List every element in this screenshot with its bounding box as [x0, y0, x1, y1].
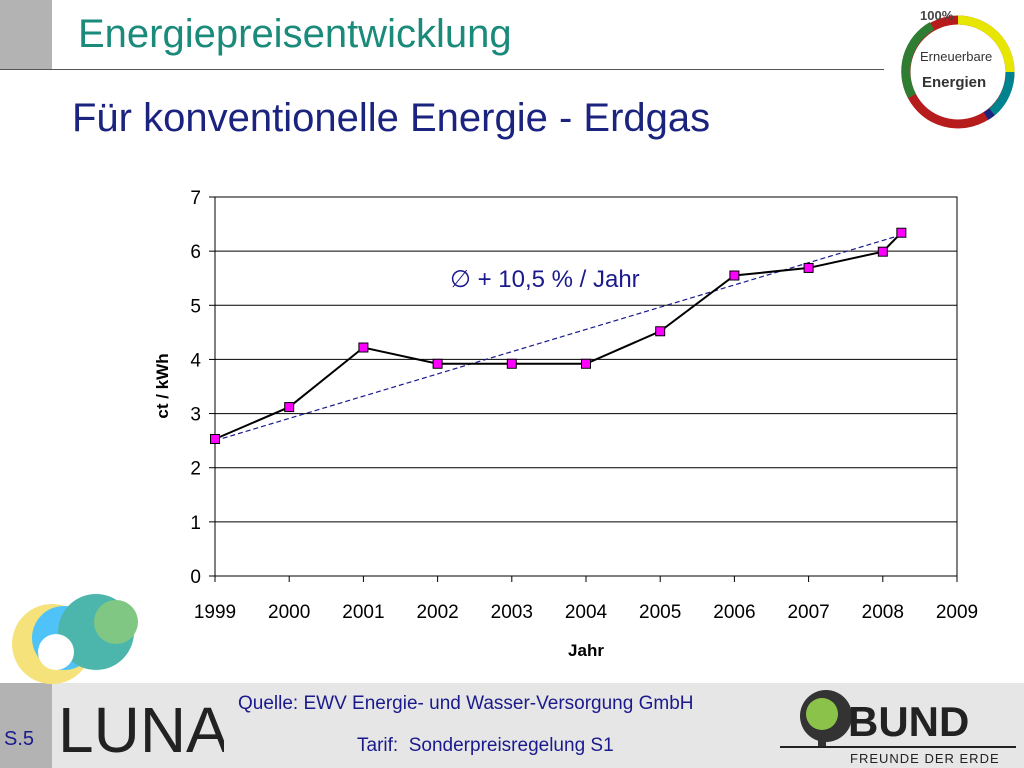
footer-band: [52, 683, 1024, 768]
page-number: S.5: [4, 728, 35, 750]
x-tick-label: 2002: [416, 602, 458, 623]
page-title: Energiepreisentwicklung: [78, 12, 512, 56]
data-point-2008.25: [896, 227, 907, 238]
growth-annotation: ∅ + 10,5 % / Jahr: [450, 266, 640, 293]
y-tick-label: 2: [190, 459, 201, 480]
data-point-2007: [803, 262, 814, 273]
data-point-2000: [284, 402, 295, 413]
ee-logo-percent: 100%: [920, 8, 954, 23]
luna-logo: LUNA: [12, 594, 224, 762]
bund-logo-text: BUND: [848, 698, 969, 745]
x-tick-label: 2005: [639, 602, 681, 623]
data-point-2005: [655, 326, 666, 337]
y-tick-label: 4: [190, 350, 201, 371]
y-tick-label: 1: [190, 513, 201, 534]
left-accent-bar-top: [0, 0, 52, 70]
x-tick-label: 2004: [565, 602, 608, 623]
bund-tagline: FREUNDE DER ERDE: [850, 751, 1000, 766]
y-tick-label: 7: [190, 188, 201, 209]
chart-axes: [214, 196, 958, 577]
data-point-2004: [581, 358, 591, 369]
source-note: Quelle: EWV Energie- und Wasser-Versorgu…: [238, 693, 694, 714]
x-tick-label: 2003: [491, 602, 533, 623]
x-tick-label: 2008: [862, 602, 904, 623]
left-accent-bar-bottom: [0, 683, 52, 768]
x-tick-label: 2000: [268, 602, 310, 623]
luna-logo-text: LUNA: [58, 694, 224, 762]
erneuerbare-energien-logo: 100% Erneuerbare Energien: [901, 8, 1015, 129]
data-point-1999: [210, 434, 220, 445]
series-polyline: [214, 232, 903, 440]
data-point-2001: [358, 342, 369, 353]
y-tick-label: 0: [190, 567, 201, 588]
ee-logo-line1: Erneuerbare: [920, 49, 992, 64]
x-tick-label: 2009: [936, 602, 978, 623]
y-axis-label: ct / kWh: [153, 353, 172, 418]
tariff-note: Tarif: Sonderpreisregelung S1: [357, 735, 614, 756]
data-point-2003: [506, 358, 517, 369]
plot-frame: [214, 196, 958, 577]
y-tick-label: 6: [190, 242, 201, 263]
x-tick-label: 1999: [194, 602, 236, 623]
x-tick-label: 2006: [713, 602, 755, 623]
x-axis-ticks: 1999 2000 2001 2002 2003 2004 2005 2006 2007 2008…: [194, 576, 978, 623]
data-point-2002: [432, 358, 443, 369]
series-markers: [210, 227, 907, 445]
y-tick-label: 5: [190, 296, 201, 317]
x-tick-label: 2007: [787, 602, 829, 623]
slide-subtitle: Für konventionelle Energie - Erdgas: [72, 96, 711, 140]
data-point-2008: [877, 246, 888, 257]
ee-logo-line2: Energien: [922, 74, 986, 91]
data-point-2006: [729, 270, 740, 281]
series-line: [214, 232, 903, 440]
x-tick-label: 2001: [342, 602, 384, 623]
y-tick-label: 3: [190, 405, 201, 426]
x-axis-label: Jahr: [568, 641, 604, 660]
y-axis-ticks: 0 1 2 3 4 5 6 7: [190, 188, 215, 588]
header-divider: [0, 69, 884, 70]
bund-logo: BUND FREUNDE DER ERDE: [780, 690, 1016, 766]
